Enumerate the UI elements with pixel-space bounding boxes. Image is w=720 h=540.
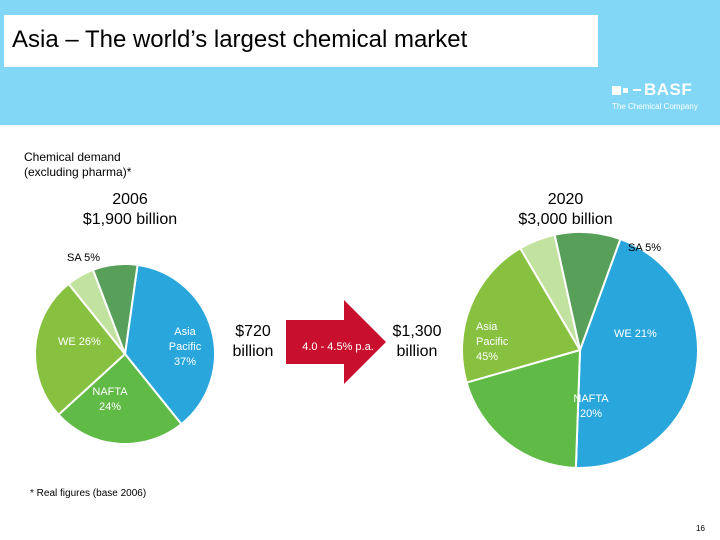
asia-2020-amount-value: $1,300 [392, 323, 442, 340]
pie-2020-total: $3,000 billion [518, 211, 613, 228]
pie-2020-label-sa: SA 5% [628, 242, 662, 254]
pie-2020-label-asia: Asia Pacific 45% [476, 320, 508, 365]
logo-small-square-icon [623, 87, 628, 93]
logo-square-icon [612, 85, 621, 95]
logo-dash-icon [633, 89, 641, 91]
page-title: Asia – The world’s largest chemical mark… [12, 26, 468, 53]
growth-rate-label: 4.0 - 4.5% p.a. [302, 341, 374, 353]
pie-2006-label-nafta: NAFTA 24% [90, 385, 130, 415]
title-box [4, 15, 598, 67]
pie-2006-year: 2006 [112, 191, 148, 208]
pie-2020-heading: 2020 $3,000 billion [508, 190, 623, 230]
pie-2020-slice-other [553, 232, 622, 354]
pie-2006-heading: 2006 $1,900 billion [75, 190, 185, 230]
pie-2020-label-asia-name-2: Pacific [476, 336, 509, 348]
pie-2006-slice-other [91, 264, 139, 355]
pie-2020-label-nafta-name: NAFTA [573, 393, 609, 405]
pie-2020-slice-asia-pacific [574, 237, 698, 468]
page-number: 16 [696, 524, 705, 533]
pie-2006-label-we: WE 26% [58, 336, 101, 348]
pie-2020-label-nafta: NAFTA 20% [566, 392, 616, 422]
subtitle-line-2: (excluding pharma)* [24, 165, 132, 179]
pie-2006-label-sa: SA 5% [67, 252, 101, 264]
pie-chart-2020 [462, 232, 698, 468]
asia-2006-amount: $720 billion [222, 322, 284, 362]
growth-arrow-icon [286, 300, 386, 384]
subtitle-line-1: Chemical demand [24, 150, 121, 164]
footnote: * Real figures (base 2006) [30, 488, 147, 499]
asia-2020-amount-unit: billion [396, 343, 438, 360]
logo-tagline: The Chemical Company [612, 102, 698, 111]
pie-2020-slice-nafta [465, 348, 582, 468]
pie-2006-label-nafta-name: NAFTA [92, 386, 128, 398]
pie-2006-slice-asia-pacific [123, 264, 215, 426]
asia-2020-amount: $1,300 billion [386, 322, 448, 362]
pie-2020-slice-we [462, 246, 582, 384]
pie-2006-label-asia-name-1: Asia [174, 326, 196, 338]
pie-2006-label-nafta-value: 24% [98, 401, 122, 413]
pie-2020-label-asia-value: 45% [476, 351, 499, 363]
pie-2006-label-asia-name-2: Pacific [168, 341, 202, 353]
logo-text: BASF [644, 80, 693, 99]
pie-2020-year: 2020 [547, 191, 584, 208]
pie-2020-label-nafta-value: 20% [579, 408, 603, 420]
pie-2006-label-asia: Asia Pacific 37% [160, 325, 210, 370]
pie-2006-slice-nafta [57, 352, 183, 444]
pie-2006-total: $1,900 billion [82, 211, 178, 228]
basf-logo: BASF The Chemical Company [612, 80, 698, 116]
pie-chart-2006 [35, 264, 215, 444]
pie-2006-slice-we [35, 282, 127, 417]
pie-2020-label-we: WE 21% [614, 328, 657, 340]
pie-2020-label-asia-name-1: Asia [476, 321, 498, 333]
pie-2006-label-asia-value: 37% [173, 356, 197, 368]
logo-mark: BASF [612, 80, 694, 100]
asia-2006-amount-value: $720 [235, 323, 271, 340]
chart-subtitle: Chemical demand (excluding pharma)* [24, 150, 131, 180]
asia-2006-amount-unit: billion [232, 343, 274, 360]
